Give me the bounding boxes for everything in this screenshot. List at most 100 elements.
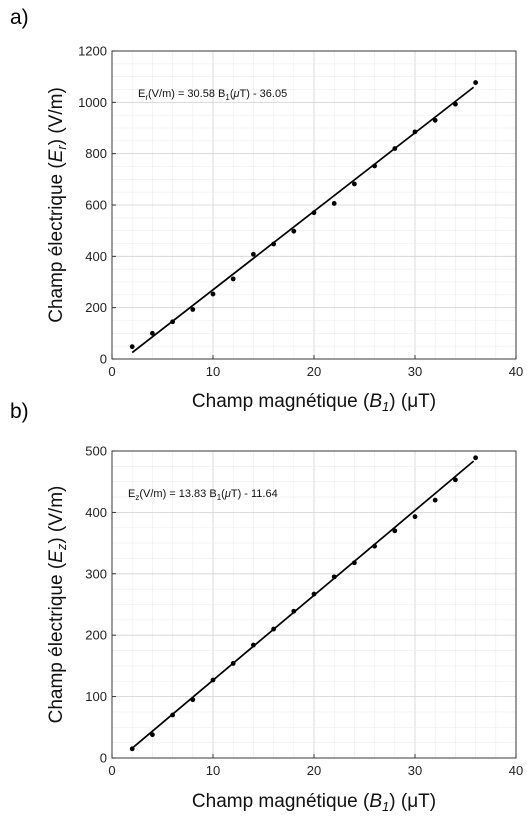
- data-point: [170, 712, 176, 718]
- y-tick-label: 600: [85, 198, 107, 213]
- y-tick-label: 400: [85, 249, 107, 264]
- data-point: [190, 697, 196, 703]
- x-tick-label: 0: [108, 364, 115, 379]
- y-label-prefix: Champ électrique (: [46, 162, 67, 323]
- data-point: [129, 344, 135, 350]
- data-point: [150, 732, 155, 738]
- eq-open: (: [230, 88, 234, 100]
- x-axis-label: Champ magnétique (B1) (μT): [192, 791, 436, 814]
- data-point: [432, 497, 438, 503]
- data-point: [432, 117, 438, 123]
- y-tick-label: 300: [85, 566, 107, 581]
- y-tick-label: 500: [85, 444, 107, 459]
- eq-mid: (V/m) = 30.58 B: [148, 88, 225, 100]
- eq-lhs-sub: r: [145, 93, 148, 102]
- y-label-var: E: [46, 149, 67, 162]
- data-point: [210, 291, 216, 297]
- data-point: [412, 514, 418, 520]
- data-point: [190, 307, 196, 312]
- data-point: [352, 181, 357, 187]
- x-tick-label: 40: [509, 364, 523, 379]
- eq-mu: μ: [232, 88, 239, 100]
- x-axis-label: Champ magnétique (B1) (μT): [192, 391, 436, 414]
- fit-equation: Ez(V/m) = 13.83 B1(μT) - 11.64: [128, 488, 278, 502]
- y-label-var: E: [46, 550, 67, 563]
- eq-lhs: E: [128, 488, 135, 500]
- y-tick-label: 100: [85, 689, 107, 704]
- data-point: [372, 163, 377, 169]
- data-point: [473, 80, 478, 85]
- y-tick-label: 800: [85, 146, 107, 161]
- data-point: [331, 201, 337, 206]
- data-point: [271, 241, 276, 247]
- y-tick-label: 200: [85, 300, 107, 315]
- fit-equation: Er(V/m) = 30.58 B1(μT) - 36.05: [138, 88, 287, 102]
- data-point: [453, 477, 458, 483]
- data-point: [311, 210, 317, 216]
- x-label-prefix: Champ magnétique (: [192, 391, 370, 412]
- eq-rest: T) - 36.05: [240, 88, 288, 100]
- x-label-sub: 1: [382, 799, 389, 814]
- data-point: [170, 319, 176, 325]
- x-label-suffix: ) (μT): [389, 791, 436, 812]
- x-label-prefix: Champ magnétique (: [192, 791, 370, 812]
- data-point: [210, 677, 216, 683]
- x-tick-label: 10: [206, 763, 220, 778]
- y-label-sub: z: [54, 543, 69, 551]
- x-label-sub: 1: [382, 399, 389, 414]
- y-tick-label: 1000: [78, 95, 107, 110]
- x-label-var: B: [369, 391, 382, 412]
- eq-mu: μ: [224, 488, 231, 500]
- data-point: [372, 543, 377, 549]
- y-tick-label: 200: [85, 628, 107, 643]
- y-axis-label: Champ électrique (Ez) (V/m): [46, 486, 69, 724]
- data-point: [291, 228, 297, 234]
- panel-label: a): [10, 6, 29, 29]
- data-point: [230, 276, 236, 282]
- x-tick-label: 20: [307, 763, 321, 778]
- y-label-prefix: Champ électrique (: [46, 562, 67, 723]
- eq-open: (: [221, 488, 225, 500]
- eq-lhs-sub: z: [135, 493, 139, 502]
- data-point: [473, 455, 478, 461]
- y-label-suffix: ) (V/m): [46, 87, 67, 145]
- x-tick-label: 20: [307, 364, 321, 379]
- data-point: [271, 626, 276, 632]
- y-label-sub: r: [54, 145, 69, 150]
- data-point: [230, 661, 236, 666]
- data-point: [129, 746, 135, 752]
- eq-lhs: E: [138, 88, 145, 100]
- y-tick-label: 1200: [78, 44, 107, 59]
- x-tick-label: 10: [206, 364, 220, 379]
- data-point: [291, 608, 297, 614]
- eq-b-sub: 1: [225, 93, 230, 102]
- data-point: [392, 528, 398, 534]
- data-point: [331, 574, 337, 580]
- y-tick-label: 400: [85, 505, 107, 520]
- x-label-suffix: ) (μT): [389, 391, 436, 412]
- data-point: [453, 101, 458, 107]
- x-tick-label: 30: [408, 364, 422, 379]
- panel-label: b): [10, 400, 29, 423]
- data-point: [412, 129, 418, 135]
- y-tick-label: 0: [100, 751, 107, 766]
- eq-b-sub: 1: [217, 493, 222, 502]
- data-point: [311, 591, 317, 597]
- data-point: [392, 146, 398, 151]
- data-point: [150, 330, 155, 336]
- data-point: [352, 560, 357, 566]
- y-label-suffix: ) (V/m): [46, 486, 67, 544]
- x-tick-label: 0: [108, 763, 115, 778]
- eq-rest: T) - 11.64: [231, 488, 278, 500]
- chart-panel-a: a)0 10 20 30 40020040060080010001200Er(V/m) …: [10, 6, 523, 414]
- y-axis-label: Champ électrique (Er) (V/m): [46, 87, 69, 323]
- eq-mid: (V/m) = 13.83 B: [139, 488, 216, 500]
- fit-line: [131, 460, 475, 749]
- x-label-var: B: [369, 791, 382, 812]
- data-point: [251, 251, 256, 257]
- data-point: [251, 642, 256, 648]
- y-tick-label: 0: [100, 352, 107, 367]
- x-tick-label: 40: [509, 763, 523, 778]
